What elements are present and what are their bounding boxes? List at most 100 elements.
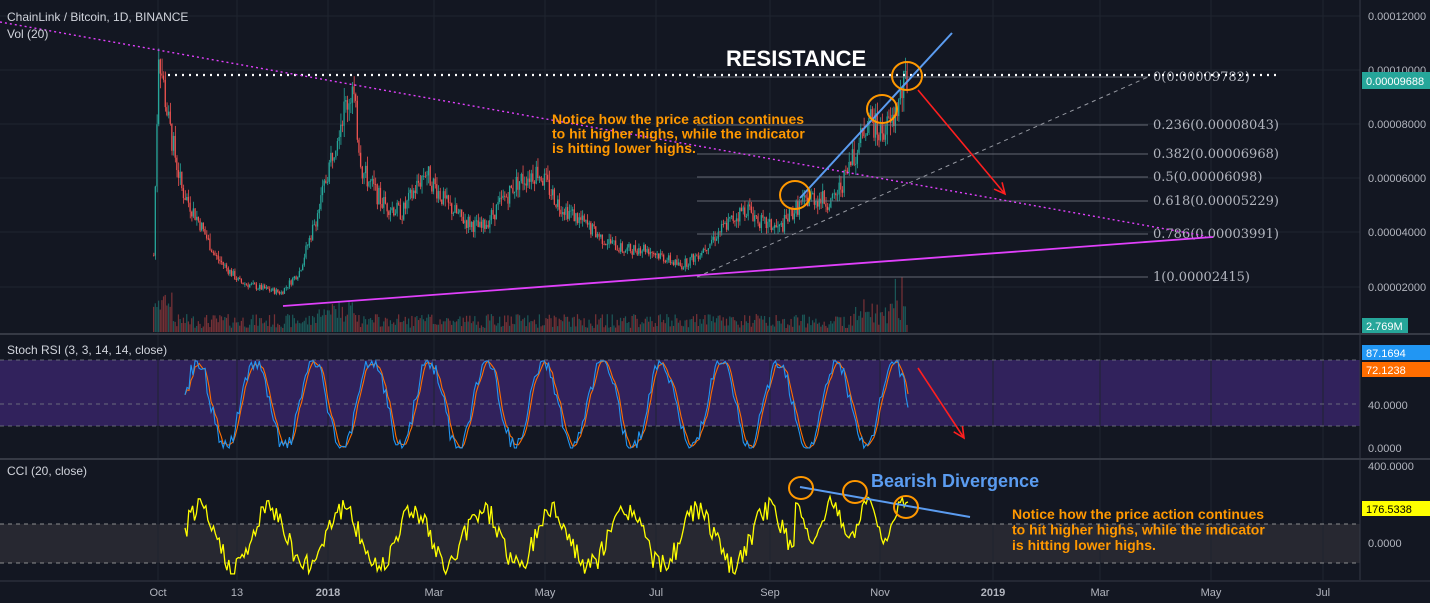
volume-bar: [346, 314, 348, 332]
candle-body: [750, 206, 752, 213]
volume-bar: [354, 315, 357, 332]
resistance-annotation: RESISTANCE: [726, 46, 866, 71]
drawings[interactable]: [0, 21, 1280, 519]
volume-bar: [479, 327, 481, 332]
descending-trendline[interactable]: [0, 21, 1206, 237]
stoch-d-badge: [1362, 362, 1430, 377]
candle-body: [280, 292, 282, 294]
candle-body: [528, 178, 531, 182]
volume-bar: [311, 315, 314, 332]
candle-body: [184, 198, 186, 201]
fibonacci-retracement[interactable]: 0(0.00009782) 0.236(0.00008043) 0.382(0.00…: [696, 70, 1279, 285]
candle-body: [739, 208, 741, 222]
candle-body: [432, 178, 435, 192]
candle-body: [545, 173, 547, 175]
candle-body: [846, 170, 848, 172]
candle-body: [179, 171, 181, 178]
volume-bar: [500, 326, 502, 332]
volume-bar: [368, 319, 370, 332]
volume-bar: [159, 309, 161, 332]
candle-body: [313, 224, 315, 226]
x-axis-tick: Mar: [1091, 587, 1110, 599]
volume-bar: [674, 314, 676, 332]
candle-body: [172, 135, 175, 151]
volume-bar: [808, 316, 810, 332]
candle-body: [641, 250, 643, 254]
volume-bar: [750, 326, 752, 332]
candle-body: [268, 288, 271, 291]
candle-body: [677, 262, 680, 265]
candle-body: [689, 257, 691, 266]
candle-body: [644, 244, 646, 253]
support-trendline[interactable]: [282, 236, 1214, 307]
candle-body: [555, 204, 557, 207]
candle-body: [472, 222, 474, 233]
candle-body: [757, 216, 759, 224]
volume-bar: [172, 321, 175, 332]
volume-bar: [757, 315, 759, 332]
volume-bar: [657, 315, 660, 332]
candle-body: [459, 209, 461, 213]
divergence-line[interactable]: [799, 486, 971, 518]
blue-uptrend-line[interactable]: [799, 32, 953, 199]
candle-body: [245, 283, 247, 285]
volume-bar: [563, 314, 565, 332]
candle-body: [411, 189, 413, 198]
candle-body: [308, 238, 310, 246]
volume-bar: [295, 323, 297, 332]
candle-body: [810, 194, 812, 200]
volume-bar: [825, 325, 827, 332]
volume-bar: [654, 323, 656, 332]
volume-bar: [507, 315, 509, 332]
candle-body: [421, 175, 423, 187]
volume-bar: [830, 320, 832, 332]
volume-bar: [609, 326, 612, 332]
candle-body: [537, 166, 539, 179]
candle-body: [520, 174, 522, 182]
volume-bar: [278, 324, 281, 332]
volume-bar: [502, 325, 504, 332]
candle-body: [153, 255, 155, 257]
volume-bar: [800, 320, 802, 332]
volume-bar: [765, 322, 767, 332]
candle-body: [701, 252, 703, 256]
volume-bar: [732, 317, 734, 332]
candle-body: [590, 222, 592, 235]
candle-body: [906, 71, 908, 90]
candle-body: [780, 222, 782, 225]
candle-body: [204, 228, 206, 235]
candle-body: [374, 184, 377, 185]
candle-body: [350, 102, 352, 104]
candle-body: [285, 287, 287, 289]
volume-bar: [881, 312, 883, 332]
candle-body: [871, 109, 873, 119]
volume-bar: [810, 325, 812, 332]
candle-body: [176, 157, 178, 171]
candle-body: [629, 244, 632, 252]
candle-body: [224, 264, 226, 266]
candle-body: [758, 223, 761, 229]
candle-body: [354, 94, 357, 101]
candle-body: [558, 199, 560, 210]
candle-body: [704, 248, 706, 250]
candle-body: [187, 197, 190, 203]
candle-body: [863, 129, 865, 137]
highlight-circle: [891, 61, 923, 91]
candle-body: [636, 250, 638, 255]
candle-body: [457, 212, 459, 214]
volume-bar: [348, 300, 350, 332]
candle-body: [235, 279, 238, 281]
candle-body: [414, 190, 416, 194]
candle-body: [653, 253, 655, 254]
volume-bar: [802, 314, 804, 332]
stoch-band: [0, 360, 1360, 426]
volume-bar: [455, 321, 458, 332]
volume-bar: [353, 313, 355, 332]
candle-body: [181, 171, 183, 189]
candle-body: [533, 181, 536, 184]
candle-body: [177, 170, 180, 178]
candle-body: [323, 180, 325, 186]
divergence-circle: [842, 480, 868, 504]
volume-bar: [436, 324, 438, 332]
